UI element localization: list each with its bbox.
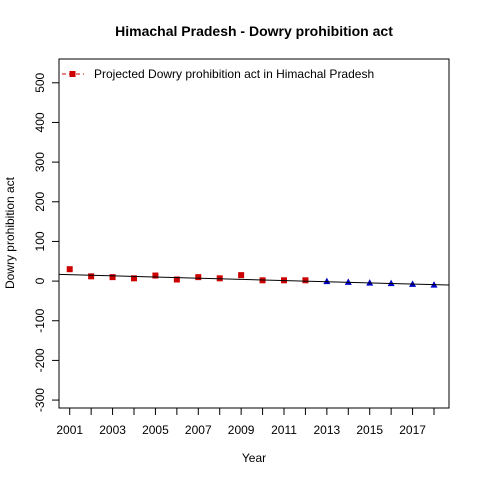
y-tick-label: 400: [33, 112, 47, 132]
x-tick-label: 2009: [228, 423, 255, 437]
chart-title: Himachal Pradesh - Dowry prohibition act: [115, 23, 393, 39]
y-tick-label: 0: [33, 277, 47, 284]
y-tick-label: 200: [33, 191, 47, 211]
observed-point: [109, 274, 116, 281]
x-tick-label: 2001: [56, 423, 83, 437]
y-tick-label: 100: [33, 231, 47, 251]
projected-point: [387, 279, 395, 287]
x-tick-label: 2015: [356, 423, 383, 437]
x-axis-label: Year: [242, 451, 266, 465]
observed-point: [88, 273, 95, 280]
x-tick-label: 2017: [399, 423, 426, 437]
observed-point: [66, 266, 73, 273]
y-tick-label: 300: [33, 152, 47, 172]
y-tick-label: -100: [33, 308, 47, 332]
legend-marker: [69, 71, 76, 77]
y-tick-label: 500: [33, 72, 47, 92]
projected-point: [344, 278, 352, 285]
x-tick-label: 2007: [185, 423, 212, 437]
observed-point: [173, 276, 180, 283]
trend-line: [58, 273, 450, 286]
x-tick-label: 2003: [99, 423, 126, 437]
y-axis-label: Dowry prohibition act: [3, 176, 17, 289]
observed-point: [131, 275, 137, 282]
observed-point: [152, 272, 159, 279]
observed-point: [195, 274, 202, 281]
observed-point: [238, 272, 245, 279]
plot-frame: [58, 58, 450, 409]
x-axis: 2001 2003 2005 2007 2009 2011 2013 2015 2017: [56, 408, 435, 437]
y-axis: -300 -200 -100 0 100 200 300 400 500: [33, 72, 59, 412]
observed-point: [302, 277, 309, 284]
legend-label: Projected Dowry prohibition act in Himac…: [94, 67, 374, 81]
x-tick-label: 2013: [314, 423, 341, 437]
data-series: [58, 266, 450, 288]
x-tick-label: 2005: [142, 423, 169, 437]
x-tick-label: 2011: [271, 423, 297, 437]
y-tick-label: -200: [33, 348, 47, 372]
legend: Projected Dowry prohibition act in Himac…: [62, 67, 374, 81]
y-tick-label: -300: [33, 388, 47, 412]
projected-point: [323, 277, 331, 285]
